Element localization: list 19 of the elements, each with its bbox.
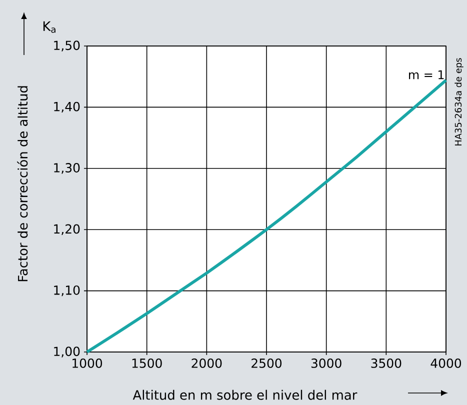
- y-tick-label: 1,20: [54, 224, 80, 235]
- x-tick-label: 2500: [252, 358, 282, 368]
- y-tick-label: 1,00: [54, 346, 80, 358]
- y-axis-title: Factor de corrección de altitud: [17, 86, 28, 282]
- x-axis-title: Altitud en m sobre el nivel del mar: [132, 390, 358, 400]
- x-tick-label: 1000: [72, 358, 102, 368]
- line-series: [86, 78, 448, 354]
- series-label: m = 1: [409, 70, 444, 80]
- text: HA35-2634a de eps: [454, 58, 464, 146]
- y-tick-label: 1,40: [54, 102, 80, 113]
- x-tick-label: 4000: [430, 358, 462, 368]
- y-tick-label: 1,30: [54, 163, 80, 174]
- x-tick-label: 2000: [192, 358, 222, 368]
- x-tick-label: 3500: [371, 358, 402, 368]
- text: K$_{a}$: [43, 21, 56, 33]
- y-tick-label: 1,50: [54, 40, 80, 52]
- x-tick-label: 1500: [132, 358, 162, 368]
- x-tick-label: 3000: [311, 358, 342, 368]
- y-tick-label: 1,10: [54, 285, 80, 296]
